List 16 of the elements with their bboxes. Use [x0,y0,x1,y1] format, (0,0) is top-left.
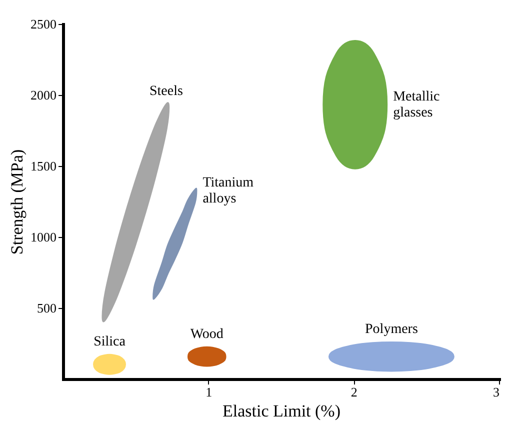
series-label: Titanium alloys [202,176,254,207]
y-tick-label: 1000 [30,230,56,244]
x-axis-title: Elastic Limit (%) [222,402,341,420]
x-tick-label: 2 [350,384,358,400]
y-tick-label: 500 [37,300,56,316]
series-label: Silica [94,334,126,350]
x-tick-label: 3 [493,384,500,400]
y-axis-title: Strength (MPa) [8,149,26,255]
y-tick-label: 1500 [30,158,56,174]
series-label: Steels [149,84,183,99]
x-tick-label: 1 [206,384,212,400]
series-label: Polymers [365,322,418,337]
series-label: Wood [190,326,224,342]
y-tick-label: 2500 [30,16,56,32]
series-label: Metallic glasses [393,90,440,121]
y-tick-label: 2000 [30,88,56,102]
